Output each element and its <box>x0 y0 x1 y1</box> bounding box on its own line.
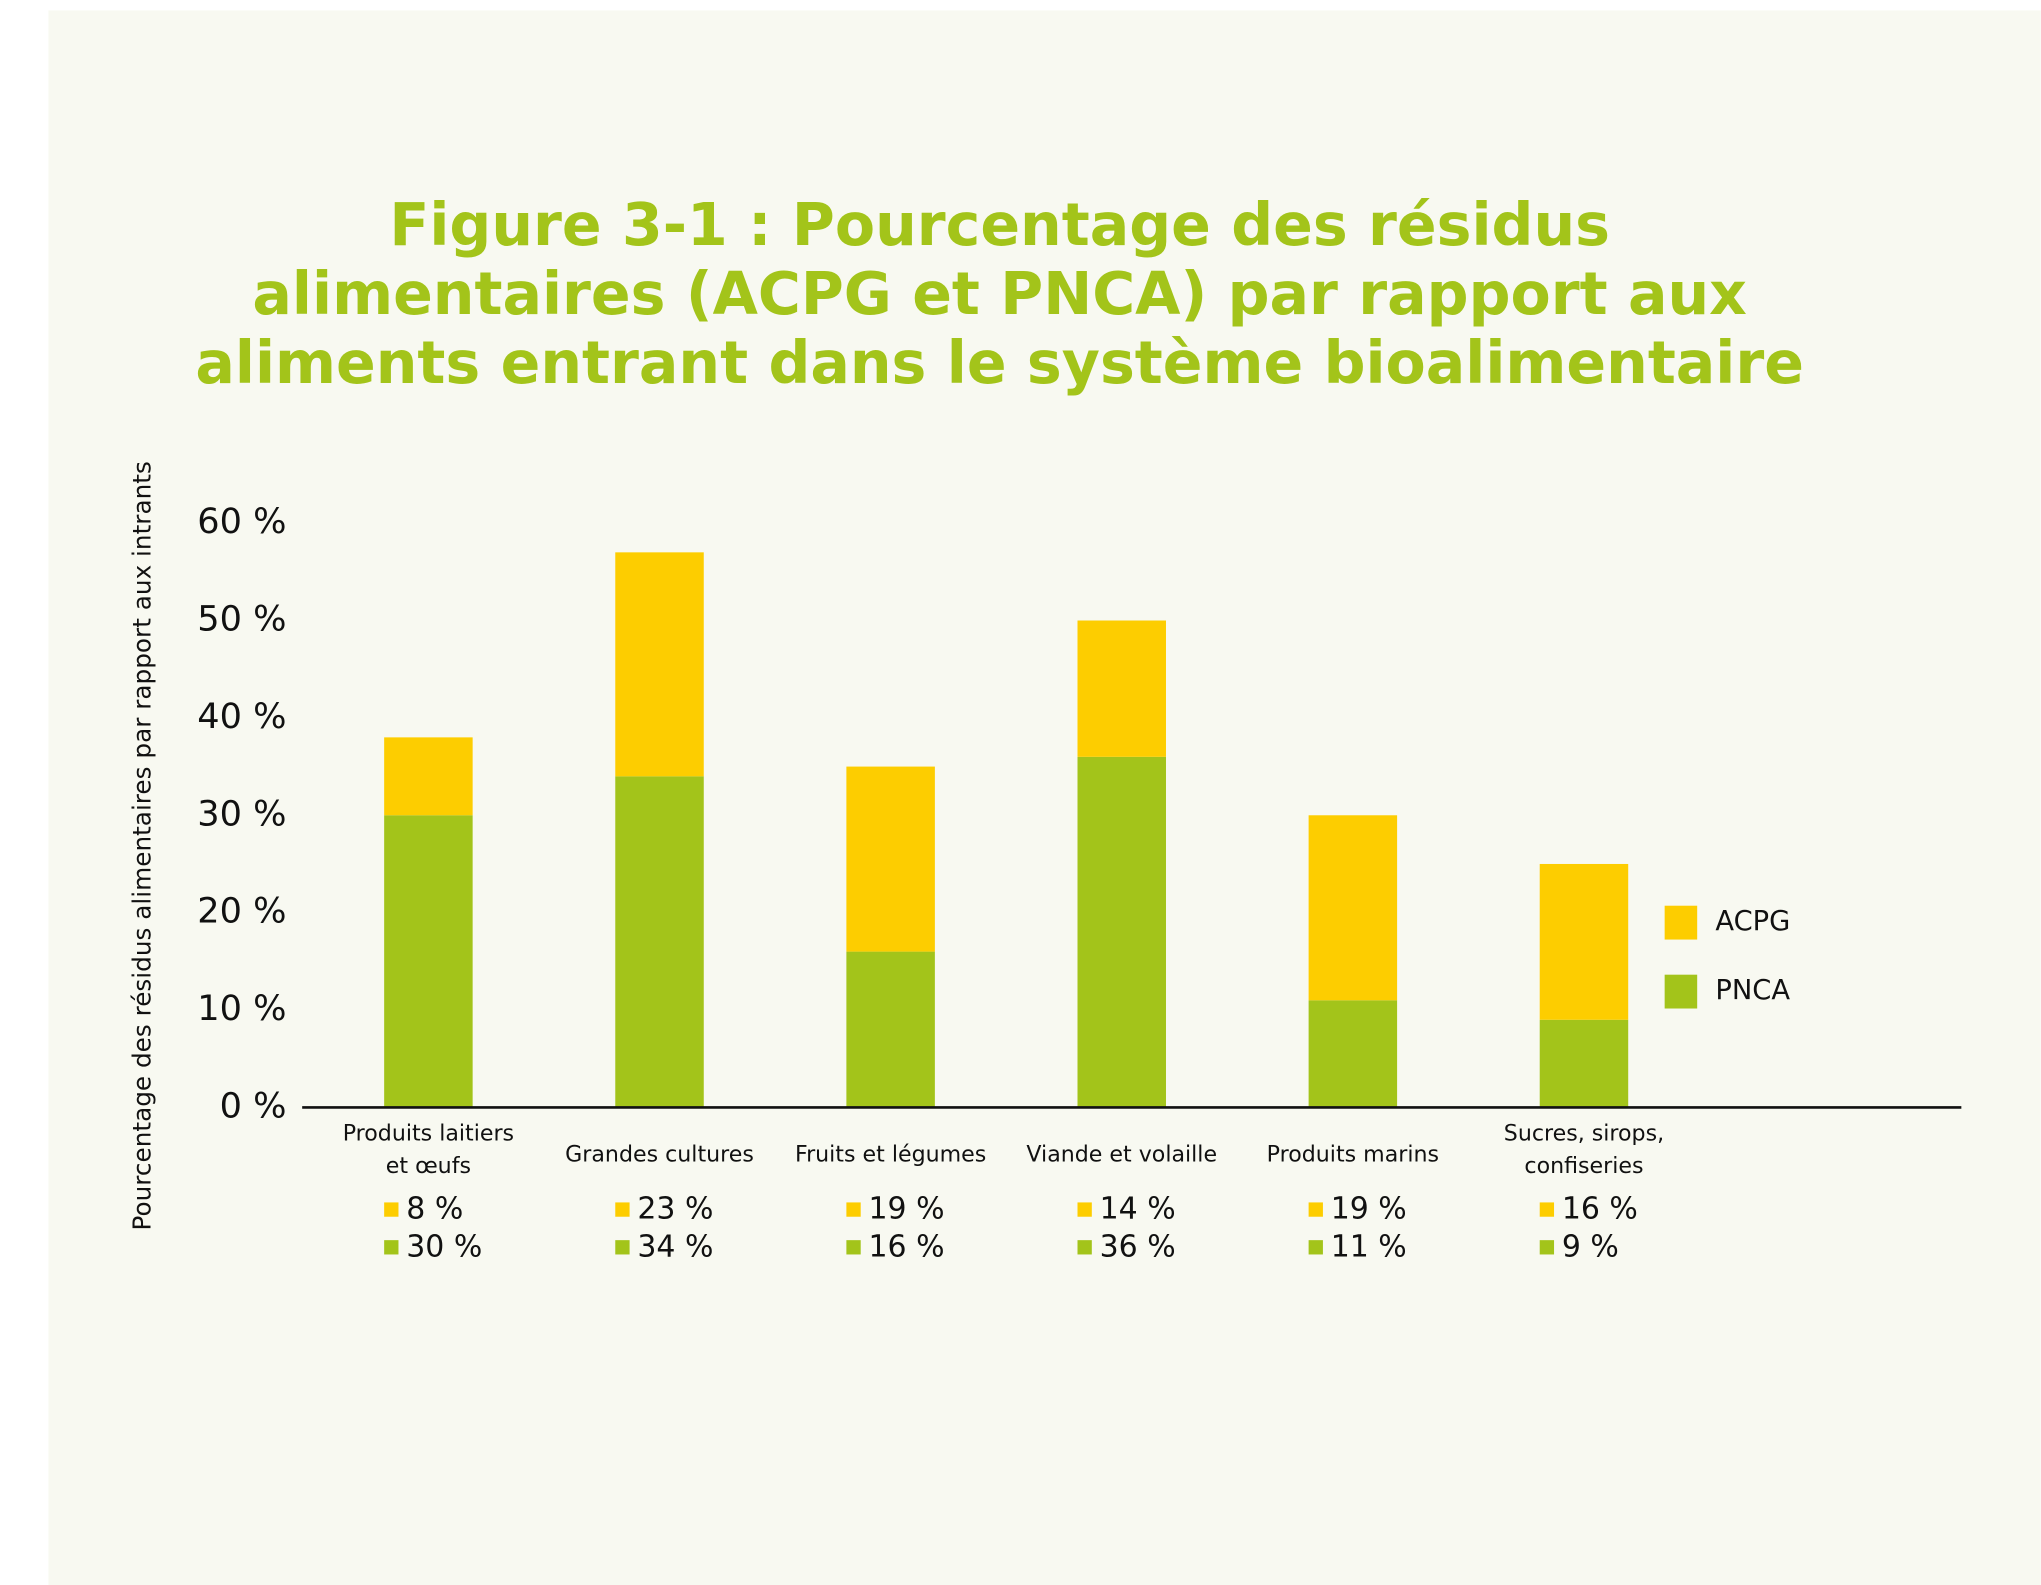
background <box>48 10 2041 1585</box>
value-label-swatch <box>615 1202 630 1217</box>
bar-segment <box>1308 815 1398 1001</box>
value-label: 19 % <box>1331 1192 1407 1227</box>
y-tick-label: 60 % <box>197 501 286 542</box>
bar-segment <box>1077 620 1166 757</box>
value-label-swatch <box>615 1240 630 1255</box>
value-label-swatch <box>384 1202 399 1217</box>
value-label-swatch <box>1308 1202 1323 1217</box>
legend-label: ACPG <box>1715 906 1790 937</box>
value-label: 16 % <box>869 1229 945 1264</box>
bar-segment <box>1077 756 1166 1108</box>
value-label-swatch <box>1539 1202 1555 1217</box>
x-tick-label: Grandes cultures <box>565 1141 754 1167</box>
y-tick-label: 20 % <box>197 891 286 932</box>
value-label-swatch <box>1539 1240 1555 1255</box>
bar-segment <box>1308 1000 1398 1108</box>
value-label: 11 % <box>1331 1229 1407 1264</box>
y-tick-label: 50 % <box>197 599 286 640</box>
y-axis-label: Pourcentage des résidus alimentaires par… <box>127 461 156 1230</box>
value-label: 30 % <box>406 1229 482 1264</box>
bar-segment <box>846 951 935 1108</box>
chart-title: Figure 3-1 : Pourcentage des résidus alim… <box>195 191 1804 397</box>
bar-segment <box>1539 1019 1629 1108</box>
value-label: 36 % <box>1100 1229 1176 1264</box>
bar-segment <box>615 552 704 777</box>
x-tick-label: Produits laitiers et œufs <box>343 1120 514 1179</box>
y-tick-label: 0 % <box>220 1085 287 1126</box>
value-label-swatch <box>384 1240 399 1255</box>
x-tick-label: Produits marins <box>1267 1141 1439 1167</box>
bar-segment <box>384 815 473 1108</box>
bar-segment <box>615 776 704 1108</box>
value-label-swatch <box>846 1202 861 1217</box>
legend-swatch <box>1664 905 1698 940</box>
x-tick-label: Sucres, sirops, confiseries <box>1504 1120 1664 1179</box>
value-label-swatch <box>1308 1240 1323 1255</box>
value-label-swatch <box>1077 1240 1092 1255</box>
value-label: 8 % <box>406 1192 463 1227</box>
value-label: 34 % <box>637 1229 713 1264</box>
legend-label: PNCA <box>1715 975 1790 1006</box>
bar-segment <box>846 766 935 952</box>
y-tick-label: 40 % <box>197 696 286 737</box>
y-tick-label: 10 % <box>197 988 286 1029</box>
value-label-swatch <box>1077 1202 1092 1217</box>
value-label-swatch <box>846 1240 861 1255</box>
value-label: 23 % <box>637 1192 713 1227</box>
value-label: 9 % <box>1562 1229 1619 1264</box>
value-label: 19 % <box>869 1192 945 1227</box>
legend-swatch <box>1664 974 1698 1009</box>
value-label: 14 % <box>1100 1192 1176 1227</box>
x-tick-label: Fruits et légumes <box>795 1141 986 1167</box>
x-tick-label: Viande et volaille <box>1026 1141 1217 1167</box>
value-label: 16 % <box>1562 1192 1638 1227</box>
bar-segment <box>384 737 473 816</box>
bar-segment <box>1539 863 1629 1020</box>
y-tick-label: 30 % <box>197 793 286 834</box>
